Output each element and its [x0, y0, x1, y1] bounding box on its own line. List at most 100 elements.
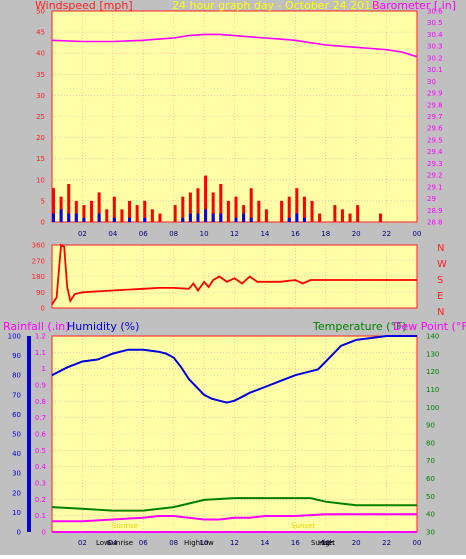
gust-bar — [196, 213, 200, 222]
windspeed-tick-label: 45 — [36, 29, 45, 37]
gust-bar — [128, 217, 132, 222]
bottom-x-tick-label: 04 — [108, 539, 117, 547]
faint-sunset-label: Sunset — [291, 522, 315, 530]
gust-bar — [219, 213, 223, 222]
windspeed-bar — [333, 205, 337, 222]
barometer-line — [51, 33, 418, 58]
windspeed-bar — [82, 205, 86, 222]
bottom-x-tick-label: 16 — [291, 539, 300, 547]
dew-point-axis-title: Dew Point (°F) — [393, 320, 466, 333]
temperature-axis-title: Temperature (°F) — [312, 320, 407, 333]
barometer-tick-label: 30.4 — [427, 31, 443, 39]
windspeed-bar — [173, 205, 177, 222]
windspeed-bar — [280, 200, 284, 222]
windspeed-tick-label: 35 — [36, 71, 45, 79]
temperature-tick-label: 140 — [426, 333, 439, 341]
rainfall-tick-label: 0 — [42, 529, 46, 537]
windspeed-bar — [67, 184, 71, 222]
windspeed-bar — [135, 205, 139, 222]
barometer-tick-label: 28.8 — [427, 219, 443, 227]
top-x-tick-label: 16 — [291, 230, 300, 238]
humidity-tick-label: 60 — [12, 411, 21, 419]
humidity-line — [51, 335, 417, 404]
gust-bar — [52, 213, 55, 222]
rainfall-tick-label: 0.1 — [35, 512, 46, 520]
windspeed-bar — [204, 175, 208, 222]
sunset-label: Sunset — [311, 539, 335, 547]
windspeed-tick-label: 0 — [41, 219, 45, 227]
barometer-tick-label: 29.6 — [427, 125, 443, 133]
rainfall-tick-label: 0.8 — [35, 398, 46, 406]
barometer-tick-label: 29 — [427, 195, 436, 203]
bottom-x-tick-labels: 02 04 06 08 10 12 14 16 18 20 22 00 — [78, 539, 422, 547]
windspeed-bar — [128, 200, 132, 222]
windspeed-bar — [150, 209, 154, 222]
windspeed-bar — [181, 196, 185, 222]
rainfall-tick-label: 1.1 — [35, 349, 46, 357]
windspeed-bar — [226, 200, 230, 222]
rainfall-tick-label: 0.6 — [35, 431, 47, 439]
gust-bar — [234, 217, 238, 222]
top-x-tick-label: 00 — [413, 230, 422, 238]
temperature-tick-label: 50 — [426, 493, 435, 501]
high-marker-2: High — [318, 539, 334, 547]
rainfall-tick-label: 1.2 — [35, 333, 46, 341]
humidity-tick-label: 0 — [17, 529, 21, 537]
windspeed-bar — [105, 209, 109, 222]
top-x-tick-label: 08 — [169, 230, 178, 238]
windspeed-bar — [249, 188, 253, 222]
low-marker-2: Low — [200, 539, 214, 547]
windspeed-bar — [287, 196, 291, 222]
gust-bar — [67, 213, 71, 222]
windspeed-bar — [219, 184, 223, 222]
rainfall-tick-label: 0.7 — [35, 414, 46, 422]
humidity-tick-label: 100 — [8, 333, 21, 341]
humidity-tick-label: 50 — [12, 431, 21, 439]
windspeed-bar — [356, 205, 360, 222]
barometer-tick-labels: 28.8 28.9 29 29.1 29.2 29.3 29.4 29.5 29.6 29.7 29… — [427, 8, 443, 227]
bottom-x-tick-label: 08 — [169, 539, 178, 547]
windspeed-tick-label: 5 — [41, 197, 45, 205]
bottom-x-tick-label: 06 — [139, 539, 148, 547]
wind-direction-tick-label: 180 — [32, 273, 45, 281]
wind-direction-tick-label: 0 — [41, 305, 45, 313]
windspeed-bar — [302, 196, 306, 222]
windspeed-bar — [310, 200, 314, 222]
windspeed-bar — [295, 188, 299, 222]
windspeed-bar — [234, 196, 238, 222]
barometer-tick-label: 30.2 — [427, 54, 443, 62]
windspeed-axis-title: Windspeed [mph] — [35, 0, 133, 12]
top-x-tick-label: 06 — [139, 230, 148, 238]
gust-bar — [287, 217, 291, 222]
bottom-x-tick-label: 14 — [260, 539, 269, 547]
windspeed-bar — [52, 188, 55, 222]
direction-letter-w: W — [437, 259, 447, 270]
wind-direction-grid — [51, 244, 418, 309]
temperature-line — [51, 497, 417, 512]
temperature-tick-label: 110 — [426, 386, 439, 394]
gust-bar — [74, 213, 78, 222]
temperature-tick-labels: 30 40 50 60 70 80 90 100 110 120 130 140 — [426, 333, 439, 537]
gust-bar — [82, 217, 86, 222]
top-x-tick-label: 14 — [260, 230, 269, 238]
windspeed-bar — [211, 192, 215, 222]
barometer-tick-label: 30.3 — [427, 43, 443, 51]
bottom-x-tick-label: 18 — [321, 539, 330, 547]
temperature-tick-label: 40 — [426, 511, 435, 519]
bottom-x-tick-label: 10 — [200, 539, 209, 547]
gust-bar — [242, 213, 246, 222]
windspeed-bar — [340, 209, 344, 222]
barometer-tick-label: 29.9 — [427, 90, 443, 98]
rainfall-tick-label: 1 — [42, 365, 46, 373]
temperature-tick-label: 30 — [426, 529, 435, 537]
windspeed-bar — [120, 209, 124, 222]
gust-bar — [302, 217, 306, 222]
top-x-tick-label: 10 — [200, 230, 209, 238]
windspeed-bar — [158, 213, 162, 222]
direction-letter-n: N — [437, 243, 444, 254]
gust-bar — [97, 213, 101, 222]
wind-direction-line — [51, 243, 417, 305]
bottom-x-tick-label: 22 — [382, 539, 391, 547]
barometer-tick-label: 29.3 — [427, 160, 443, 168]
top-x-tick-label: 12 — [230, 230, 239, 238]
